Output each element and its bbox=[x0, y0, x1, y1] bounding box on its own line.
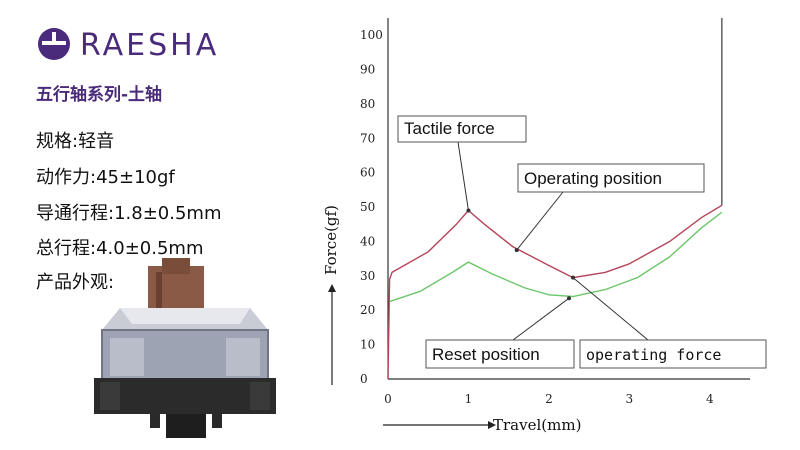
force-curve-1 bbox=[387, 204, 723, 380]
x-tick-label: 4 bbox=[706, 392, 714, 406]
callout-point bbox=[567, 296, 571, 301]
callout-box bbox=[579, 339, 767, 369]
y-tick-label: 60 bbox=[360, 166, 375, 180]
callout-box bbox=[397, 115, 527, 143]
brand-logo: RAESHA bbox=[36, 26, 236, 68]
chart-axes bbox=[387, 18, 750, 380]
y-tick-label: 70 bbox=[360, 131, 375, 145]
x-axis-ticks: 0 1 2 3 4 bbox=[384, 392, 714, 406]
spec-label: 动作力: bbox=[36, 167, 97, 188]
y-tick-label: 80 bbox=[360, 97, 375, 111]
y-tick-label: 0 bbox=[360, 372, 368, 386]
spec-value: 轻音 bbox=[78, 131, 115, 152]
callout-point bbox=[466, 208, 471, 213]
callout-label: Reset position bbox=[432, 345, 540, 364]
y-axis-ticks: 0 10 20 30 40 50 60 70 80 90 100 bbox=[360, 28, 383, 386]
brand-name: RAESHA bbox=[80, 28, 220, 63]
y-tick-label: 20 bbox=[360, 303, 375, 317]
y-tick-label: 30 bbox=[360, 269, 375, 283]
axis-labels: Travel(mm) Force(gf) bbox=[322, 205, 581, 434]
callout-leader bbox=[457, 141, 469, 211]
product-series-title: 五行轴系列-土轴 bbox=[36, 85, 163, 105]
spec-label: 总行程: bbox=[36, 238, 97, 259]
spec-label: 规格: bbox=[36, 131, 79, 152]
force-curve-2 bbox=[389, 211, 723, 303]
callout-label: Tactile force bbox=[404, 119, 495, 138]
y-tick-label: 90 bbox=[360, 63, 375, 77]
switch-product-image bbox=[94, 258, 276, 438]
callout-leader bbox=[516, 191, 564, 251]
y-tick-label: 10 bbox=[360, 338, 375, 352]
spec-value: 4.0±0.5mm bbox=[96, 238, 204, 259]
x-axis-label: Travel(mm) bbox=[493, 416, 581, 434]
spec-row-actuation-force: 动作力:45±10gf bbox=[36, 163, 175, 189]
x-tick-label: 2 bbox=[545, 392, 553, 406]
callout-label: operating force bbox=[586, 346, 721, 364]
spec-row-pretravel: 导通行程:1.8±0.5mm bbox=[36, 199, 221, 225]
x-tick-label: 1 bbox=[465, 392, 473, 406]
spec-value: 45±10gf bbox=[96, 167, 175, 188]
y-axis-arrowhead bbox=[328, 284, 336, 292]
x-tick-label: 3 bbox=[626, 392, 634, 406]
chart-series bbox=[387, 18, 723, 380]
y-tick-label: 40 bbox=[360, 234, 375, 248]
callout-box bbox=[517, 163, 705, 193]
spec-row-total-travel: 总行程:4.0±0.5mm bbox=[36, 234, 203, 260]
spec-label: 导通行程: bbox=[36, 203, 115, 224]
y-tick-label: 50 bbox=[360, 200, 375, 214]
x-tick-label: 0 bbox=[384, 392, 392, 406]
chart-annotations: Tactile force Operating position Reset pos… bbox=[397, 115, 767, 369]
spec-row-appearance: 产品外观: bbox=[36, 268, 114, 294]
brand-logo-icon bbox=[38, 28, 70, 60]
force-travel-chart: 0 10 20 30 40 50 60 70 80 90 100 0 1 2 3 4 Tactile for… bbox=[322, 18, 767, 434]
y-axis-label: Force(gf) bbox=[322, 205, 340, 275]
callout-box bbox=[425, 339, 575, 369]
callout-point bbox=[514, 248, 519, 253]
product-info-panel: RAESHA 五行轴系列-土轴 规格:轻音 动作力:45±10gf 导通行程:1… bbox=[0, 0, 320, 450]
switch-bottom-housing bbox=[94, 378, 276, 414]
x-axis-arrowhead bbox=[488, 421, 496, 429]
spec-row-type: 规格:轻音 bbox=[36, 127, 114, 153]
callout-point bbox=[571, 275, 576, 280]
spec-label: 产品外观: bbox=[36, 272, 115, 293]
spec-value: 1.8±0.5mm bbox=[114, 203, 222, 224]
callout-label: Operating position bbox=[524, 169, 662, 188]
y-tick-label: 100 bbox=[360, 28, 383, 42]
callout-leader bbox=[512, 297, 570, 341]
callout-leader bbox=[572, 277, 649, 341]
